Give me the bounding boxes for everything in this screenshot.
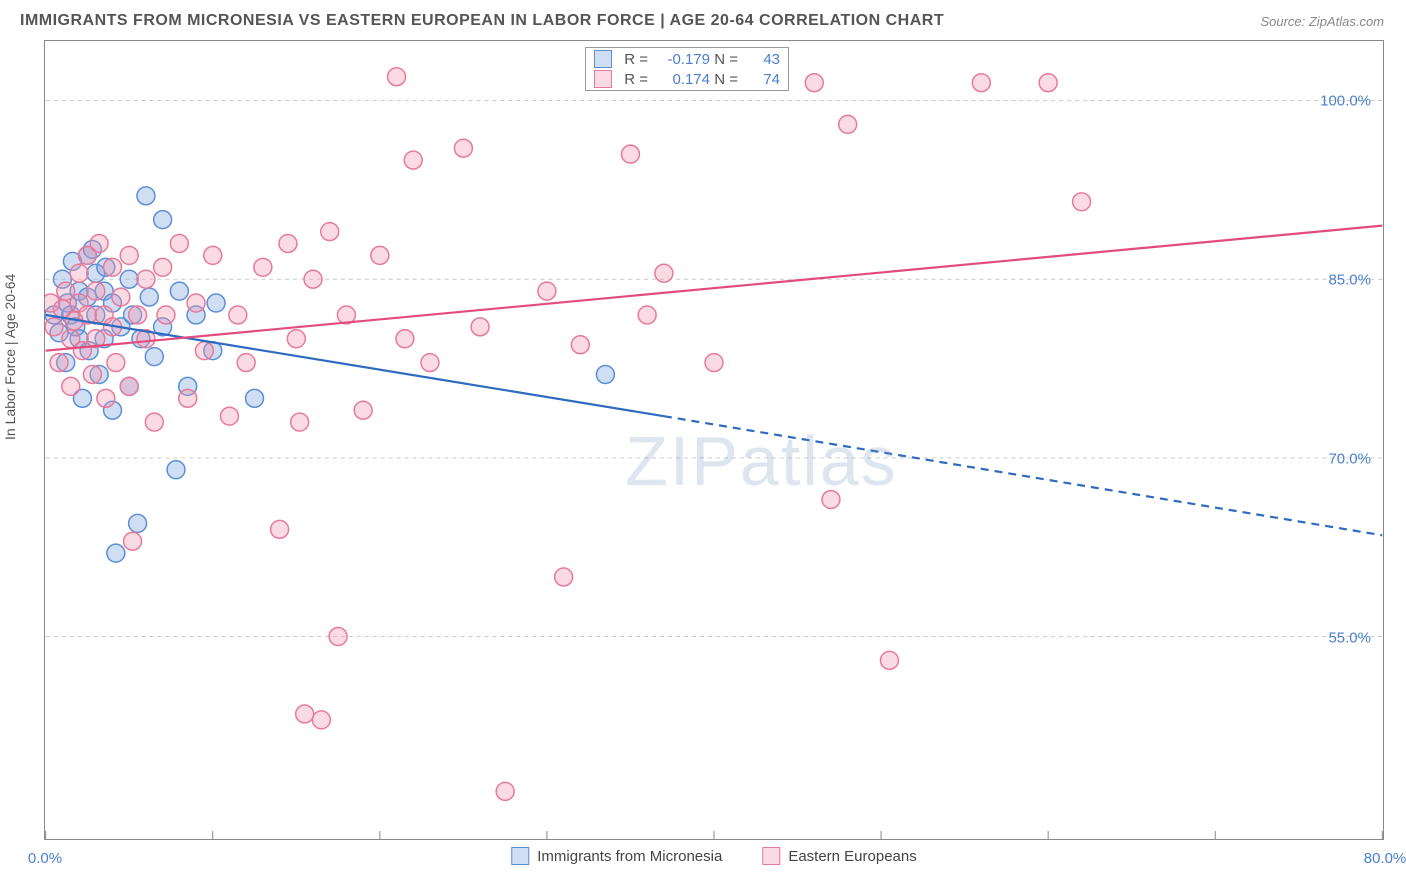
- legend-swatch: [594, 50, 612, 68]
- legend-n-value: 43: [740, 51, 780, 68]
- x-tick-label: 0.0%: [28, 850, 62, 867]
- y-axis-label: In Labor Force | Age 20-64: [2, 274, 18, 440]
- legend-swatch: [594, 70, 612, 88]
- y-tick-label: 85.0%: [1328, 271, 1371, 288]
- bottom-legend-label: Immigrants from Micronesia: [537, 848, 722, 865]
- stats-legend: R =-0.179N =43 R =0.174N =74: [585, 47, 789, 91]
- legend-r-label: R =: [620, 71, 650, 88]
- source-attribution: Source: ZipAtlas.com: [1260, 14, 1384, 29]
- y-tick-label: 100.0%: [1320, 92, 1371, 109]
- scatter-plot-svg: [45, 41, 1383, 839]
- chart-title: IMMIGRANTS FROM MICRONESIA VS EASTERN EU…: [20, 12, 944, 30]
- legend-swatch: [511, 847, 529, 865]
- legend-n-value: 74: [740, 71, 780, 88]
- y-tick-label: 70.0%: [1328, 450, 1371, 467]
- bottom-legend-item: Immigrants from Micronesia: [511, 847, 722, 865]
- bottom-legend-label: Eastern Europeans: [788, 848, 916, 865]
- y-tick-label: 55.0%: [1328, 630, 1371, 647]
- legend-n-label: N =: [710, 71, 740, 88]
- legend-r-label: R =: [620, 51, 650, 68]
- bottom-legend: Immigrants from Micronesia Eastern Europe…: [511, 847, 916, 865]
- legend-n-label: N =: [710, 51, 740, 68]
- legend-swatch: [762, 847, 780, 865]
- x-tick-label: 80.0%: [1364, 850, 1406, 867]
- plot-area: ZIPatlas R =-0.179N =43R =0.174N =74 Imm…: [44, 40, 1384, 840]
- legend-r-value: 0.174: [650, 71, 710, 88]
- legend-r-value: -0.179: [650, 51, 710, 68]
- bottom-legend-item: Eastern Europeans: [762, 847, 916, 865]
